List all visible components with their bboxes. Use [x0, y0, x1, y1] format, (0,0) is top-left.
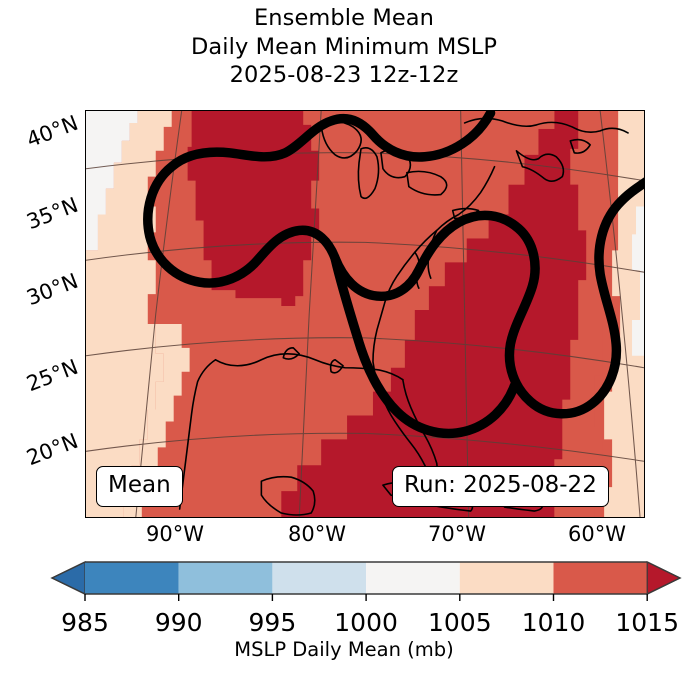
nova-scotia-outline — [515, 150, 565, 182]
colorbar-band-990-995 — [178, 562, 273, 594]
colorbar-tick-label-985: 985 — [61, 608, 109, 637]
colorbar-band-1000-1005 — [366, 562, 460, 594]
colorbar-tick-label-1015: 1015 — [615, 608, 679, 637]
colorbar-over-arrow — [646, 561, 682, 595]
fill-band-1005-1010-east — [604, 111, 644, 517]
colorbar-ticks — [84, 594, 648, 601]
colorbar-tick-label-990: 990 — [154, 608, 203, 637]
title-line-3: 2025-08-23 12z-12z — [229, 62, 459, 88]
mean-annotation-box: Mean — [96, 466, 183, 507]
colorbar: 985 990 995 1000 1005 1010 1015 MSLP Dai… — [0, 556, 688, 674]
colorbar-tick-label-1000: 1000 — [334, 608, 398, 637]
fill-band-1000-1005 — [86, 111, 138, 251]
run-annotation-box: Run: 2025-08-22 — [392, 466, 609, 507]
colorbar-tick-label-995: 995 — [248, 608, 297, 637]
colorbar-title: MSLP Daily Mean (mb) — [234, 638, 454, 661]
contour-1015-bold-south — [330, 253, 520, 439]
lat-label-30n: 30°N — [23, 268, 82, 311]
lat-label-25n: 25°N — [23, 354, 82, 397]
newfoundland-outline — [569, 138, 591, 154]
lat-label-40n: 40°N — [23, 110, 82, 153]
colorbar-band-985-990 — [85, 562, 179, 594]
fill-band-1000-1005-east — [632, 206, 644, 356]
title-line-2: Daily Mean Minimum MSLP — [190, 33, 498, 60]
colorbar-tick-label-1010: 1010 — [521, 608, 586, 637]
colorbar-tick-label-1005: 1005 — [427, 608, 492, 637]
fill-band-over-1015-atlantic — [281, 111, 587, 517]
colorbar-band-995-1000 — [272, 562, 367, 594]
lake-michigan-outline — [357, 147, 380, 200]
colorbar-canvas — [50, 561, 682, 601]
figure-title: Ensemble Mean Daily Mean Minimum MSLP 20… — [0, 4, 688, 90]
map-canvas — [86, 111, 644, 517]
lake-erie-ontario-outline — [406, 170, 448, 196]
lat-label-35n: 35°N — [23, 192, 82, 235]
colorbar-band-1010-1015 — [553, 562, 648, 594]
title-line-1: Ensemble Mean — [253, 5, 435, 31]
lon-label-90w: 90°W — [146, 522, 204, 546]
map-panel — [85, 110, 645, 518]
contour-1015-bold — [143, 111, 644, 419]
lon-label-80w: 80°W — [288, 522, 346, 546]
colorbar-under-arrow — [50, 561, 86, 595]
lon-label-60w: 60°W — [568, 522, 626, 546]
colorbar-band-1005-1010 — [459, 562, 554, 594]
lat-label-20n: 20°N — [23, 428, 82, 471]
lon-label-70w: 70°W — [428, 522, 486, 546]
fill-band-over-1015-midwest — [187, 111, 320, 307]
